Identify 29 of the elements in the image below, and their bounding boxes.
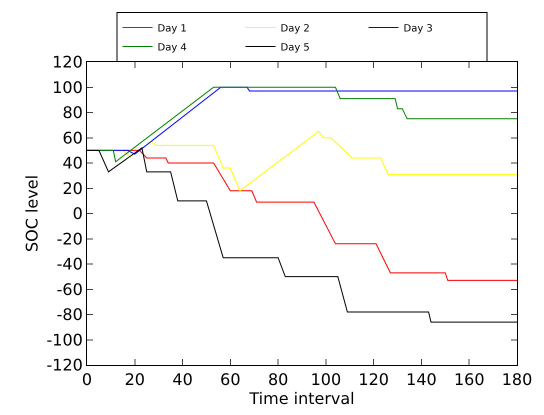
legend-label: Day 2 [280,23,310,34]
y-tick-label: 100 [52,78,83,97]
y-tick-label: 20 [62,178,83,198]
legend-label: Day 1 [158,23,187,34]
y-tick-label: -60 [56,280,83,299]
legend-label: Day 4 [158,42,187,54]
legend-label: Day 3 [404,23,433,34]
y-tick-label: -20 [56,229,83,248]
y-tick-label: -120 [46,356,83,375]
y-tick-label: 0 [72,204,83,224]
x-tick-label: 100 [310,370,342,390]
x-tick-label: 160 [454,370,484,390]
x-axis-title: Time interval [248,389,355,408]
x-tick-label: 180 [502,370,532,390]
y-axis-title: SOC level [22,174,42,252]
y-tick-label: 40 [62,154,83,173]
x-tick-label: 80 [268,370,288,390]
x-tick-label: 140 [406,370,437,390]
y-tick-label: -80 [56,305,83,324]
y-tick-label: 80 [62,103,83,122]
y-tick-label: -100 [46,330,83,350]
y-tick-label: 120 [52,52,83,72]
x-tick-label: 60 [220,370,241,390]
y-tick-label: 60 [62,128,83,148]
legend-label: Day 5 [280,42,310,54]
y-tick-label: -40 [56,254,83,274]
x-tick-label: 20 [124,370,145,390]
x-tick-label: 120 [358,370,389,390]
x-tick-label: 40 [172,370,193,390]
